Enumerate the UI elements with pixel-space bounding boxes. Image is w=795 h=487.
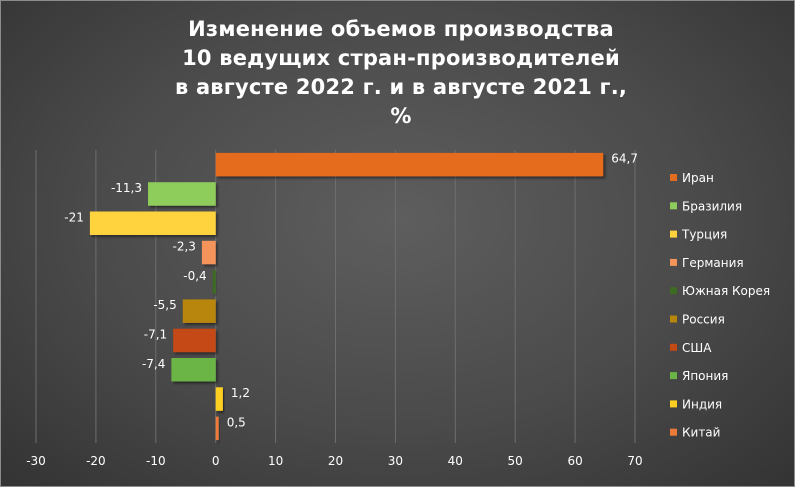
- x-axis-ticks: -30 -20 -10 0 10 20 30 40 50 60 70: [26, 454, 642, 468]
- title-line-3: в августе 2022 г. и в августе 2021 г.,: [174, 75, 628, 99]
- data-label: -2,3: [173, 240, 196, 254]
- bar: [212, 270, 216, 294]
- x-tick-label: 50: [508, 454, 523, 468]
- legend-entry: Бразилия: [682, 199, 742, 213]
- bar: [89, 211, 216, 235]
- data-label: -11,3: [111, 181, 142, 195]
- legend-swatch: [670, 315, 677, 323]
- x-tick-label: 70: [627, 454, 642, 468]
- legend: Иран Бразилия Турция Германия Южная Корея Рос…: [670, 171, 770, 440]
- data-label: -5,5: [153, 298, 176, 312]
- bars: [89, 152, 604, 441]
- bar: [201, 240, 216, 265]
- legend-swatch: [670, 372, 677, 380]
- x-tick-label: 0: [212, 454, 220, 468]
- legend-entry: Турция: [681, 228, 727, 242]
- data-label: 1,2: [231, 386, 250, 400]
- x-tick-label: 60: [567, 454, 582, 468]
- title-line-2: 10 ведущих стран-производителей: [182, 46, 620, 70]
- x-tick-label: 10: [268, 454, 283, 468]
- legend-entry: США: [682, 341, 712, 355]
- title-line-1: Изменение объемов производства: [188, 17, 614, 41]
- x-tick-label: -30: [26, 454, 46, 468]
- legend-swatch: [670, 343, 677, 351]
- data-label: -7,1: [144, 327, 167, 341]
- x-tick-label: -10: [146, 454, 166, 468]
- legend-entry: Южная Корея: [682, 284, 770, 298]
- chart-title: Изменение объемов производства 10 ведущи…: [81, 15, 721, 131]
- data-label: -7,4: [142, 357, 165, 371]
- bar: [182, 299, 216, 323]
- legend-swatch: [670, 428, 677, 436]
- legend-entry: Индия: [682, 397, 722, 411]
- bar: [173, 328, 216, 353]
- data-label: 64,7: [611, 152, 638, 166]
- legend-swatch: [670, 202, 677, 210]
- legend-swatch: [670, 174, 677, 181]
- legend-swatch: [670, 230, 677, 238]
- bar: [215, 416, 219, 441]
- data-labels: 64,7 -11,3 -21 -2,3 -0,4 -5,5 -7,1 -7,4 1,2 0,5: [64, 152, 638, 430]
- bar: [171, 358, 216, 382]
- title-line-4: %: [390, 104, 412, 128]
- data-label: -21: [64, 210, 84, 224]
- legend-swatch: [670, 400, 677, 408]
- x-tick-label: 20: [328, 454, 343, 468]
- bar: [215, 387, 223, 411]
- legend-swatch: [670, 287, 677, 295]
- legend-entry: Германия: [682, 256, 744, 270]
- legend-swatch: [670, 258, 677, 266]
- bar: [215, 152, 604, 177]
- data-label: 0,5: [227, 415, 246, 429]
- legend-entry: Китай: [682, 426, 720, 440]
- legend-entry: Япония: [682, 369, 728, 383]
- legend-entry: Россия: [682, 313, 725, 327]
- x-tick-label: -20: [86, 454, 106, 468]
- legend-entry: Иран: [682, 171, 714, 185]
- data-label: -0,4: [183, 269, 206, 283]
- x-tick-label: 30: [388, 454, 403, 468]
- bar: [148, 182, 216, 206]
- x-tick-label: 40: [448, 454, 463, 468]
